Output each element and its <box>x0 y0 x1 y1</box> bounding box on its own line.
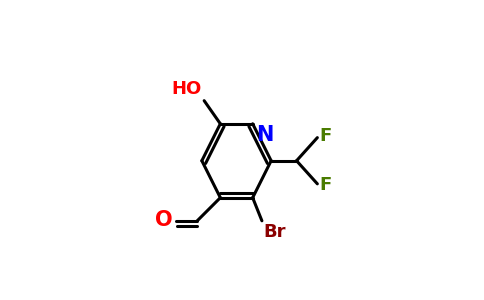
Text: F: F <box>319 128 332 146</box>
Text: N: N <box>256 125 273 145</box>
Text: F: F <box>319 176 332 194</box>
Text: Br: Br <box>263 223 286 241</box>
Text: O: O <box>155 210 173 230</box>
Text: HO: HO <box>172 80 202 98</box>
